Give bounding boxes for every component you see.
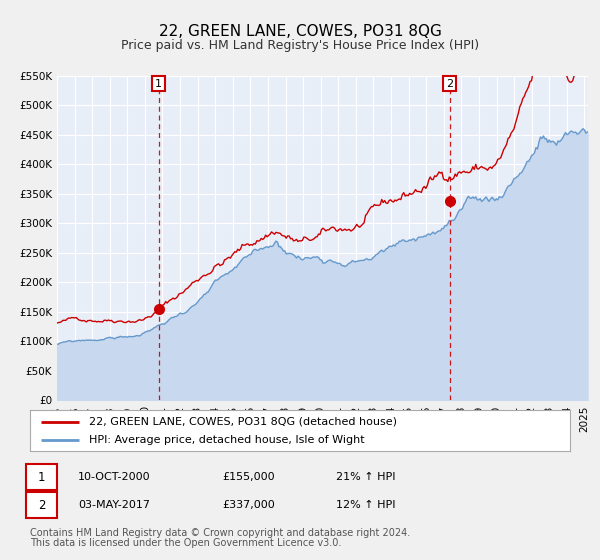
Text: 2: 2 xyxy=(446,79,454,88)
Text: Contains HM Land Registry data © Crown copyright and database right 2024.: Contains HM Land Registry data © Crown c… xyxy=(30,528,410,538)
Text: Price paid vs. HM Land Registry's House Price Index (HPI): Price paid vs. HM Land Registry's House … xyxy=(121,39,479,52)
Text: 03-MAY-2017: 03-MAY-2017 xyxy=(78,500,150,510)
Text: HPI: Average price, detached house, Isle of Wight: HPI: Average price, detached house, Isle… xyxy=(89,435,365,445)
Text: 12% ↑ HPI: 12% ↑ HPI xyxy=(336,500,395,510)
Text: This data is licensed under the Open Government Licence v3.0.: This data is licensed under the Open Gov… xyxy=(30,538,341,548)
Text: 1: 1 xyxy=(38,470,45,484)
Text: 22, GREEN LANE, COWES, PO31 8QG (detached house): 22, GREEN LANE, COWES, PO31 8QG (detache… xyxy=(89,417,397,427)
Text: £155,000: £155,000 xyxy=(222,472,275,482)
Text: 1: 1 xyxy=(155,79,162,88)
Text: 21% ↑ HPI: 21% ↑ HPI xyxy=(336,472,395,482)
Text: 10-OCT-2000: 10-OCT-2000 xyxy=(78,472,151,482)
Text: 2: 2 xyxy=(38,498,45,512)
Text: 22, GREEN LANE, COWES, PO31 8QG: 22, GREEN LANE, COWES, PO31 8QG xyxy=(158,24,442,39)
Text: £337,000: £337,000 xyxy=(222,500,275,510)
